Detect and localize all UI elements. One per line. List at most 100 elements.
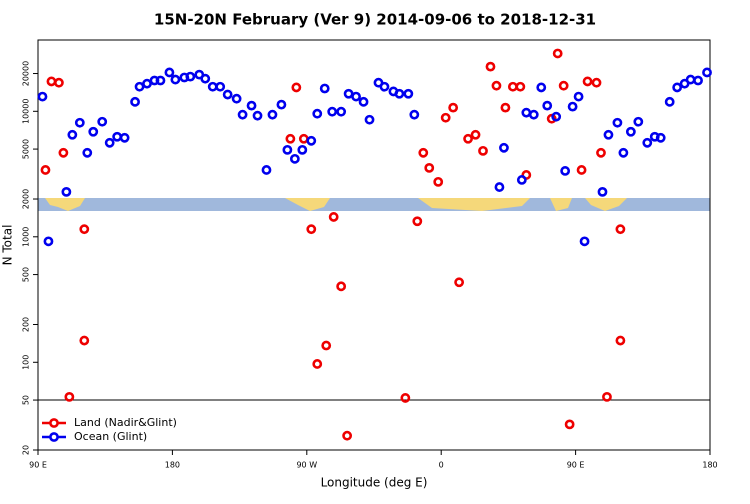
point [379, 81, 390, 92]
y-tick-label: 100 [22, 355, 31, 370]
point [312, 108, 323, 119]
point [693, 75, 703, 86]
point [516, 175, 527, 185]
point [343, 88, 354, 99]
point [267, 109, 278, 120]
legend-marker [49, 418, 59, 428]
point [298, 133, 309, 144]
point [79, 335, 90, 346]
y-tick-label: 50 [22, 395, 31, 405]
point [507, 81, 518, 92]
point [515, 81, 526, 92]
point [67, 129, 78, 140]
point [582, 76, 593, 87]
point [596, 147, 606, 158]
point [521, 107, 532, 118]
x-tick-label: 0 [439, 461, 444, 470]
y-tick-label: 2000 [22, 189, 31, 209]
point [336, 106, 347, 117]
y-axis-label: N Total [1, 225, 15, 266]
y-tick-label: 20000 [22, 61, 31, 86]
point [306, 224, 317, 235]
point [58, 147, 69, 158]
point [409, 109, 420, 120]
point [603, 129, 614, 140]
point [155, 75, 166, 86]
x-tick-label: 90 E [29, 461, 47, 470]
y-tick-label: 500 [22, 267, 31, 282]
point [185, 71, 196, 82]
x-axis-label: Longitude (deg E) [321, 476, 428, 490]
point [499, 142, 509, 153]
point [134, 81, 145, 92]
y-tick-label: 5000 [22, 139, 31, 159]
y-tick-label: 200 [22, 317, 31, 332]
point [261, 165, 272, 175]
point [551, 111, 562, 122]
point [573, 91, 584, 102]
point [400, 393, 411, 403]
point [440, 112, 451, 123]
point [252, 110, 263, 121]
point [82, 147, 93, 158]
point [702, 67, 712, 78]
point [642, 137, 653, 148]
point [328, 212, 339, 222]
point [576, 165, 587, 175]
point [358, 96, 369, 107]
point [478, 145, 488, 156]
point [597, 186, 608, 197]
point [448, 102, 459, 113]
point [119, 132, 130, 143]
point [612, 117, 623, 128]
point [291, 82, 302, 93]
point [319, 83, 330, 94]
point [536, 82, 547, 93]
legend-label: Land (Nadir&Glint) [74, 416, 177, 429]
point [394, 88, 405, 99]
point [207, 81, 218, 92]
point [46, 76, 57, 87]
point [342, 430, 353, 441]
point [61, 186, 72, 197]
point [351, 91, 361, 102]
y-tick-label: 20 [22, 445, 31, 455]
x-tick-label: 180 [165, 461, 180, 470]
point [685, 74, 696, 85]
point [289, 153, 300, 164]
point [79, 224, 90, 235]
point [463, 133, 473, 144]
point [312, 359, 323, 369]
point [170, 74, 181, 85]
point [558, 80, 569, 91]
point [542, 100, 553, 111]
point [364, 114, 375, 125]
point [564, 419, 575, 430]
point [470, 129, 481, 140]
point [424, 163, 435, 173]
point [618, 147, 629, 158]
point [655, 132, 666, 143]
point [285, 133, 296, 144]
point [104, 137, 115, 148]
x-tick-label: 180 [702, 461, 717, 470]
point [454, 277, 465, 288]
point [552, 48, 563, 59]
chart-title: 15N-20N February (Ver 9) 2014-09-06 to 2… [154, 11, 596, 29]
point [485, 61, 496, 72]
point [54, 77, 64, 88]
point [231, 93, 242, 104]
point [43, 236, 54, 247]
plot-frame [37, 39, 711, 451]
point [528, 109, 539, 120]
point [64, 391, 75, 402]
point [306, 135, 317, 146]
point [602, 391, 612, 402]
point [433, 176, 444, 187]
point [633, 116, 644, 127]
y-tick-label: 1000 [22, 227, 31, 247]
point [40, 165, 51, 175]
map-strip [38, 198, 710, 211]
point [282, 144, 293, 155]
point [500, 102, 511, 113]
